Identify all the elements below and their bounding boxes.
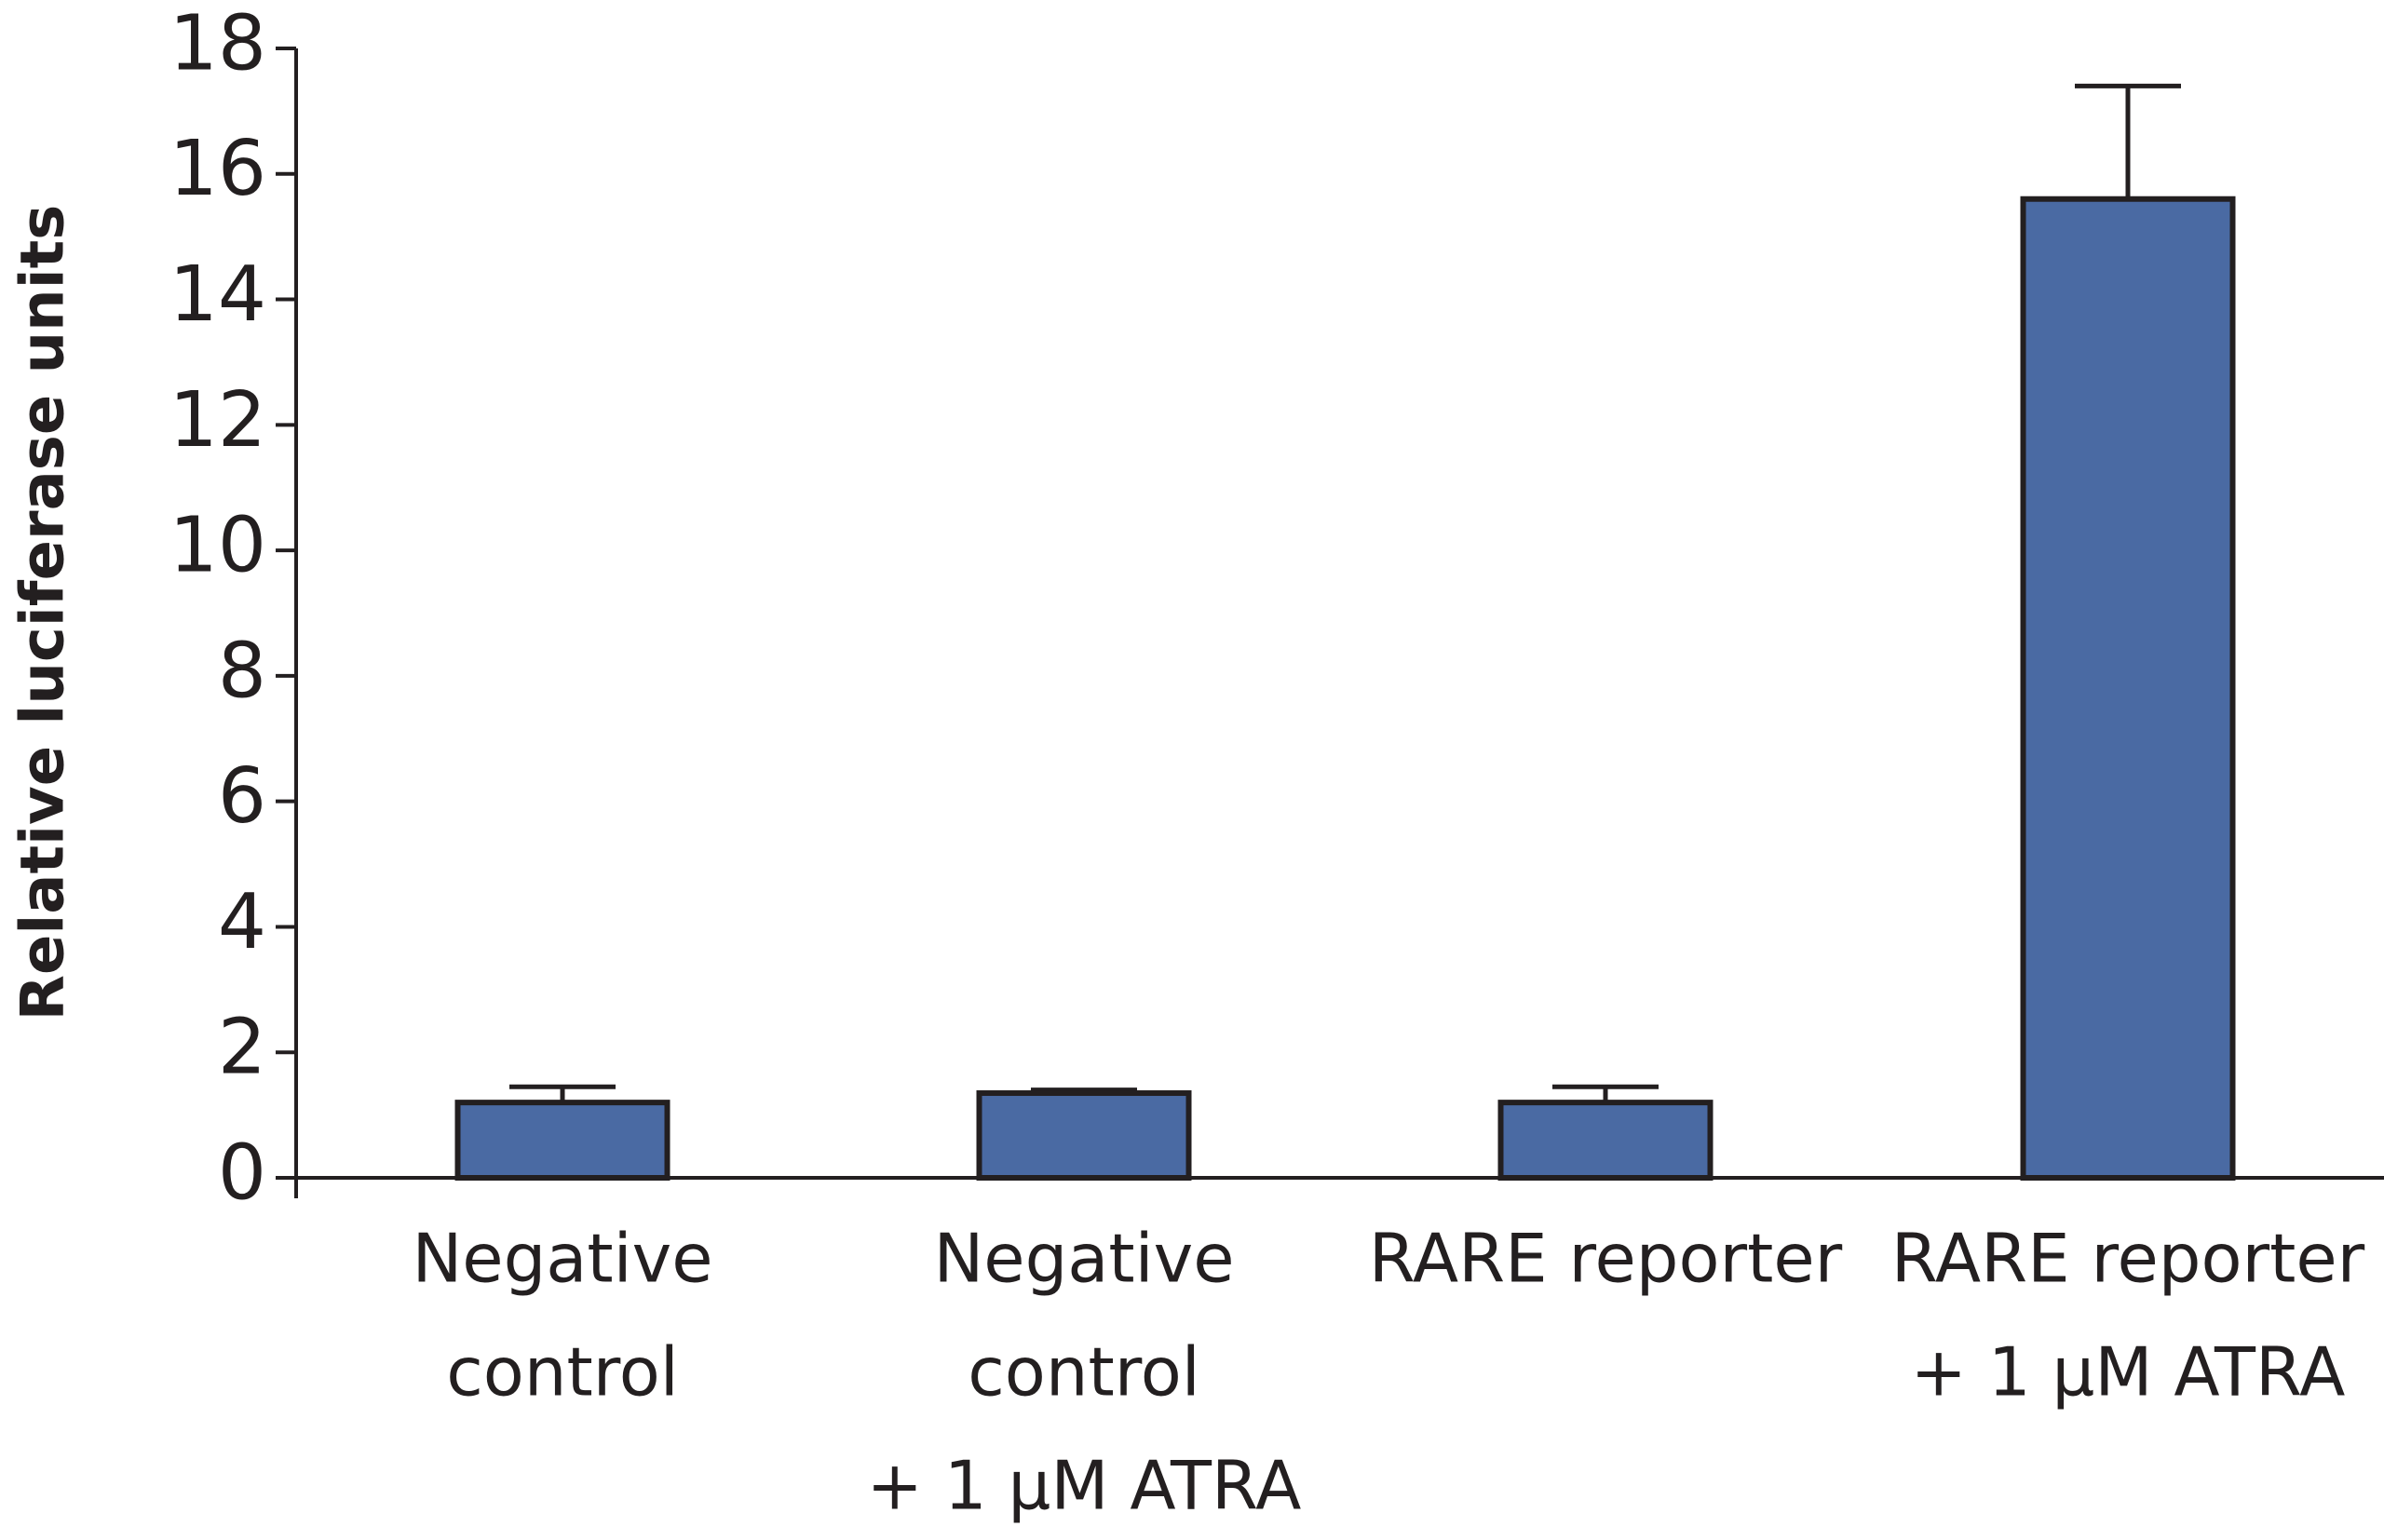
x-tick-label: control xyxy=(446,1333,679,1412)
y-tick-label: 2 xyxy=(218,1004,266,1092)
x-tick-label: Negative xyxy=(412,1220,712,1298)
x-tick-label: + 1 µM ATRA xyxy=(867,1447,1302,1525)
y-tick-label: 12 xyxy=(169,376,266,465)
y-axis-label: Relative luciferase units xyxy=(9,205,78,1021)
bar xyxy=(1497,1100,1714,1181)
x-tick-label: RARE reporter xyxy=(1369,1220,1843,1298)
bar xyxy=(2020,196,2236,1182)
x-tick-label: + 1 µM ATRA xyxy=(1911,1333,2346,1412)
bar xyxy=(454,1100,670,1181)
x-tick-label: control xyxy=(968,1333,1200,1412)
y-tick-label: 16 xyxy=(169,125,266,213)
x-tick-label: Negative xyxy=(933,1220,1234,1298)
y-tick-label: 4 xyxy=(218,878,266,966)
bar xyxy=(976,1090,1192,1182)
x-tick-label: RARE reporter xyxy=(1891,1220,2365,1298)
y-tick-label: 10 xyxy=(169,502,266,590)
y-tick-label: 6 xyxy=(218,752,266,841)
y-tick-label: 0 xyxy=(218,1128,266,1217)
y-tick-label: 14 xyxy=(169,250,266,339)
y-tick-label: 18 xyxy=(169,0,266,88)
y-tick-label: 8 xyxy=(218,627,266,715)
